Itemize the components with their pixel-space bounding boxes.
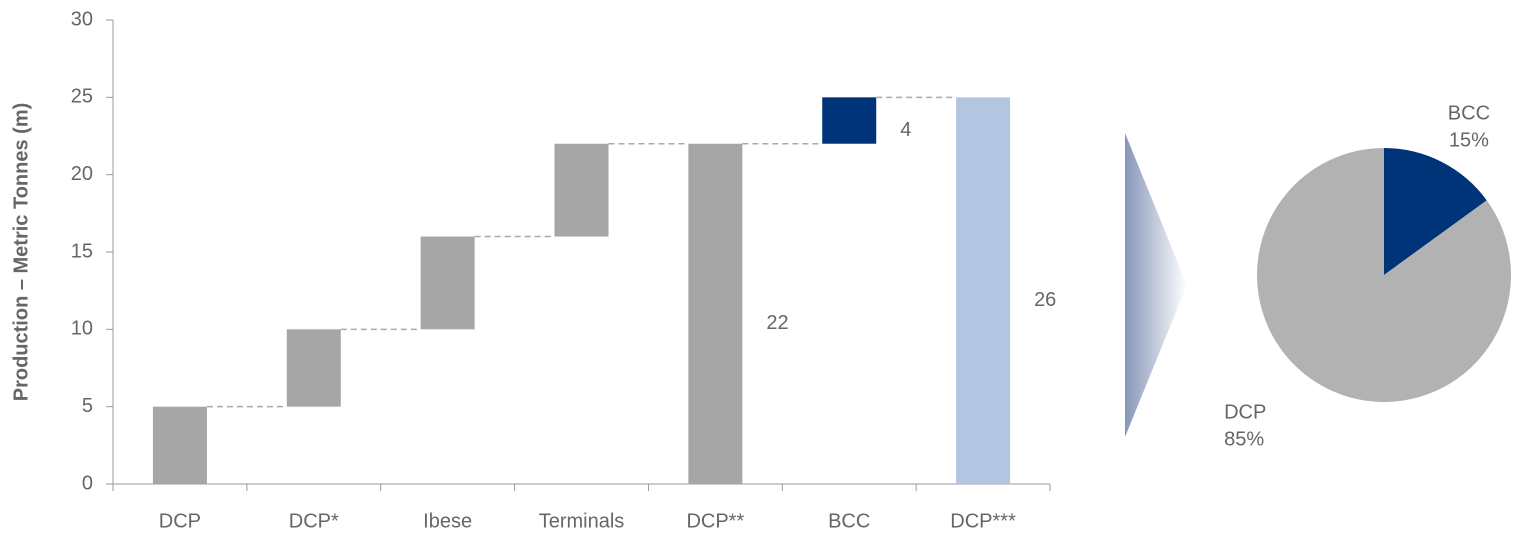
pie-slice bbox=[1384, 148, 1487, 275]
annotation: 26 bbox=[1034, 289, 1056, 311]
y-tick-label: 10 bbox=[71, 318, 93, 340]
y-axis-label: Production – Metric Tonnes (m) bbox=[10, 103, 32, 402]
x-tick-label: DCP* bbox=[289, 510, 339, 532]
pie-label: BCC bbox=[1448, 102, 1490, 124]
x-tick-label: DCP bbox=[159, 510, 201, 532]
bar bbox=[420, 236, 475, 330]
y-tick-label: 20 bbox=[71, 163, 93, 185]
pie-value-label: 15% bbox=[1449, 129, 1489, 151]
y-tick-label: 5 bbox=[82, 395, 93, 417]
x-tick-label: BCC bbox=[828, 510, 870, 532]
y-tick-label: 0 bbox=[82, 472, 93, 494]
x-tick-label: Ibese bbox=[423, 510, 472, 532]
bar bbox=[956, 97, 1011, 484]
pie-label: DCP bbox=[1224, 401, 1266, 423]
annotation: 4 bbox=[900, 119, 911, 141]
x-tick-label: DCP*** bbox=[950, 510, 1016, 532]
y-tick-label: 25 bbox=[71, 86, 93, 108]
pie-value-label: 85% bbox=[1224, 428, 1264, 450]
x-tick-label: DCP** bbox=[686, 510, 744, 532]
bar bbox=[286, 329, 341, 407]
annotation: 22 bbox=[766, 312, 788, 334]
x-tick-label: Terminals bbox=[539, 510, 625, 532]
bar bbox=[554, 143, 609, 237]
arrow bbox=[1125, 133, 1187, 437]
pie-slice bbox=[1256, 148, 1511, 402]
y-tick-label: 15 bbox=[71, 240, 93, 262]
bar bbox=[822, 97, 877, 144]
bar bbox=[688, 143, 743, 484]
bar bbox=[152, 406, 207, 484]
y-tick-label: 30 bbox=[71, 8, 93, 30]
